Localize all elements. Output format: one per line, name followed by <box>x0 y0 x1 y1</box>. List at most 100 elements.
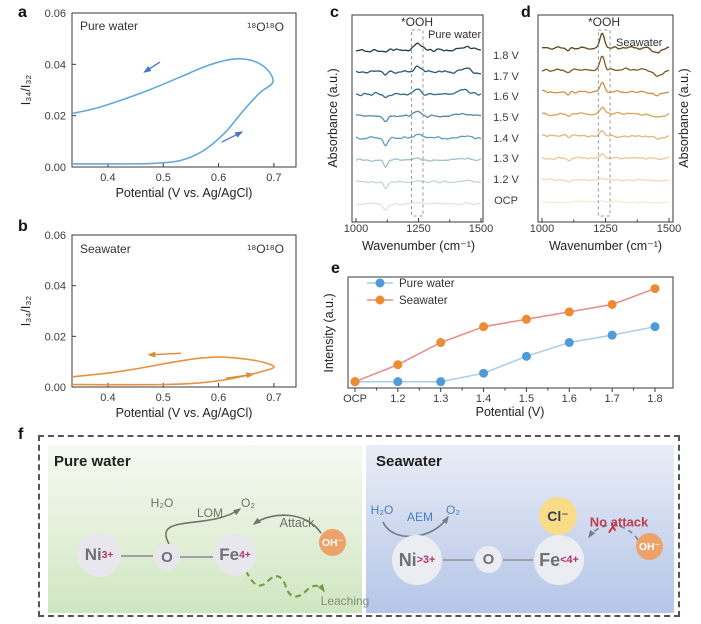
pure-water-scene <box>48 445 362 613</box>
data-point <box>607 330 617 340</box>
ni-charge: >3+ <box>416 554 436 566</box>
x-tick-label: 1.8 <box>647 393 662 405</box>
x-tick-label: 0.7 <box>266 392 281 404</box>
spectra-chart-seawater: 1000 1250 1500 *OOH Seawater Wavenumber (cm⁻¹… <box>530 14 691 253</box>
lom-reaction-arrow <box>165 508 242 545</box>
data-point <box>393 360 403 370</box>
spectrum-curve <box>542 200 670 204</box>
data-point <box>436 377 446 387</box>
x-tick-label: 0.6 <box>211 172 226 184</box>
data-point <box>650 284 660 294</box>
y-axis-label: I₃₄/I₃₂ <box>19 75 33 106</box>
x-tick-label: 1500 <box>657 223 681 235</box>
x-tick-label: 0.7 <box>266 172 281 184</box>
spectrum-curve <box>541 81 670 97</box>
mechanism-arrows: ✗ <box>121 508 639 598</box>
spectrum-curve <box>355 88 482 99</box>
x-axis-label: Potential (V vs. Ag/AgCl) <box>116 406 253 420</box>
fe-charge: <4+ <box>560 554 579 566</box>
ni-base: Ni <box>84 545 102 564</box>
panel-label-d: d <box>521 4 531 21</box>
data-point <box>436 338 446 348</box>
y-axis-label: Absorbance (a.u.) <box>326 68 340 167</box>
series-line <box>354 287 656 383</box>
spectrum-curve <box>355 157 482 169</box>
x-tick-label: 1.3 <box>433 393 448 405</box>
y-axis-label: I₃₄/I₃₂ <box>19 296 33 327</box>
voltage-label: 1.5 V <box>493 112 519 125</box>
data-point <box>393 377 403 387</box>
ooh-highlight-band <box>597 29 611 217</box>
sample-annotation: Pure water <box>80 19 138 33</box>
isotope-annotation: ¹⁸O¹⁸O <box>247 20 284 34</box>
panel-label-a: a <box>18 4 27 21</box>
x-tick-label: 1500 <box>469 223 493 235</box>
pure-water-title: Pure water <box>54 453 131 470</box>
voltage-label: 1.8 V <box>493 50 519 62</box>
data-point <box>350 377 360 387</box>
no-attack-label: No attack <box>589 514 649 530</box>
spectrum-curve <box>541 55 670 78</box>
sweep-direction-arrow <box>143 61 161 73</box>
voltage-label: 1.4 V <box>493 132 519 145</box>
x-axis-label: Wavenumber (cm⁻¹) <box>362 239 475 253</box>
cv-loop <box>71 57 274 165</box>
o-label: O <box>161 548 173 566</box>
y-tick-label: 0.02 <box>45 111 66 123</box>
x-tick-label: 0.4 <box>100 172 115 184</box>
seawater-scene <box>366 445 674 613</box>
y-tick-label: 0.04 <box>45 281 66 293</box>
seawater-title: Seawater <box>376 453 442 470</box>
x-axis-label: Wavenumber (cm⁻¹) <box>549 239 662 253</box>
sample-annotation: Seawater <box>616 37 663 49</box>
spectrum-curve <box>355 201 481 211</box>
voltage-label: 1.2 V <box>493 174 519 187</box>
y-tick-label: 0.02 <box>45 331 66 343</box>
y-tick-label: 0.06 <box>45 8 66 20</box>
ooh-annotation: *OOH <box>588 15 620 29</box>
panel-label-b: b <box>18 218 28 235</box>
x-tick-label: 1000 <box>344 223 368 235</box>
x-axis-label: Potential (V) <box>476 405 545 419</box>
spectrum-curve <box>355 65 482 76</box>
spectrum-curve <box>355 42 481 53</box>
voltage-label: OCP <box>494 194 518 207</box>
cv-chart-seawater: 0.4 0.5 0.6 0.7 0.00 0.02 0.04 0.06 Seawater ¹⁸O¹… <box>19 230 297 420</box>
leaching-label: Leaching <box>320 594 370 608</box>
data-point <box>479 368 489 378</box>
x-axis-label: Potential (V vs. Ag/AgCl) <box>116 186 253 200</box>
mechanism-diagram: ✗ Pure water Seawater H₂O LOM O₂ Attack … <box>38 435 680 617</box>
y-tick-label: 0.00 <box>45 162 66 174</box>
x-tick-label: 1.2 <box>390 393 405 405</box>
data-point <box>479 322 489 332</box>
y-axis-label: Intensity (a.u.) <box>322 293 336 372</box>
sample-annotation: Pure water <box>428 29 482 41</box>
x-tick-label: 0.5 <box>156 392 171 404</box>
plot-frame <box>347 276 674 389</box>
voltage-label: 1.7 V <box>493 70 519 83</box>
x-tick-label: OCP <box>343 393 367 405</box>
x-tick-label: 1000 <box>530 223 554 235</box>
chloride-ion: Cl⁻ <box>539 497 577 535</box>
y-tick-label: 0.00 <box>45 382 66 394</box>
x-tick-label: 1.5 <box>519 393 534 405</box>
cv-chart-pure-water: 0.4 0.5 0.6 0.7 0.00 0.02 0.04 0.06 Pure water ¹⁸… <box>19 8 297 200</box>
data-point <box>650 322 660 332</box>
blocked-attack-arrow <box>588 524 639 541</box>
legend-label: Seawater <box>399 295 448 307</box>
x-tick-label: 1250 <box>593 223 617 235</box>
ni-atom-right: Ni >3+ <box>392 535 442 585</box>
o2-label-right: O₂ <box>446 503 460 517</box>
spectrum-curve <box>542 32 670 54</box>
y-axis-label: Absorbance (a.u.) <box>677 68 691 167</box>
y-tick-label: 0.04 <box>45 59 66 71</box>
lom-label: LOM <box>196 506 224 520</box>
x-tick-label: 1250 <box>406 223 430 235</box>
spectrum-curve <box>541 130 670 140</box>
cv-loop <box>71 356 275 386</box>
o-bridge-left: O <box>154 544 180 570</box>
fe-base: Fe <box>219 545 240 564</box>
fe-charge: 4+ <box>239 549 251 561</box>
